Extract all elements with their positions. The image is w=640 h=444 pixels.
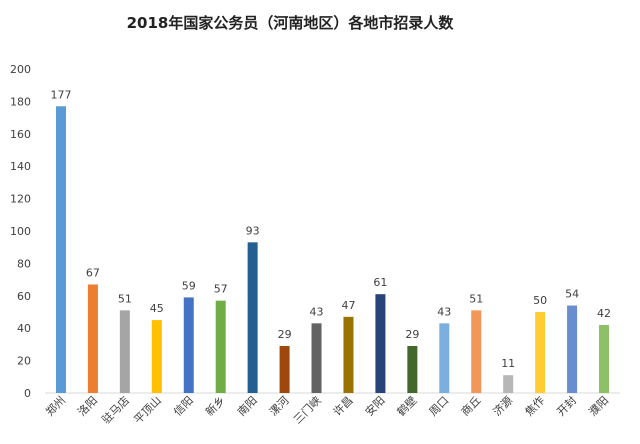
data-label: 54 xyxy=(565,288,579,301)
x-tick-label: 南阳 xyxy=(235,394,260,419)
x-tick-label: 信阳 xyxy=(171,394,196,419)
y-tick-label: 160 xyxy=(10,128,31,141)
data-label: 11 xyxy=(501,357,515,370)
x-tick-label: 平顶山 xyxy=(131,394,164,427)
data-label: 93 xyxy=(246,224,260,237)
y-tick-label: 180 xyxy=(10,95,31,108)
bar xyxy=(503,375,514,393)
bar xyxy=(471,310,482,393)
x-tick-label: 驻马店 xyxy=(99,393,132,426)
data-label: 51 xyxy=(118,292,132,305)
x-tick-label: 安阳 xyxy=(362,393,387,418)
x-tick-label: 郑州 xyxy=(43,393,68,418)
y-tick-label: 0 xyxy=(24,387,31,400)
x-tick-label: 焦作 xyxy=(523,394,548,419)
data-label: 42 xyxy=(597,307,611,320)
y-tick-label: 100 xyxy=(10,225,31,238)
x-tick-label: 周口 xyxy=(427,394,452,419)
bar xyxy=(311,323,322,393)
data-label: 43 xyxy=(310,305,324,318)
bar xyxy=(215,300,226,393)
x-tick-label: 濮阳 xyxy=(586,393,611,418)
x-tick-label: 商丘 xyxy=(458,393,483,418)
y-tick-label: 60 xyxy=(17,290,31,303)
bar xyxy=(599,324,610,393)
bar xyxy=(87,284,98,393)
data-label: 43 xyxy=(437,305,451,318)
bar xyxy=(183,297,194,393)
y-tick-label: 120 xyxy=(10,193,31,206)
bar xyxy=(439,323,450,393)
bar xyxy=(247,242,258,393)
bar xyxy=(567,305,578,393)
data-label: 67 xyxy=(86,266,100,279)
bar xyxy=(343,316,354,393)
bar xyxy=(407,346,418,393)
bar xyxy=(119,310,130,393)
data-label: 57 xyxy=(214,283,228,296)
bar xyxy=(151,320,162,393)
data-label: 47 xyxy=(341,299,355,312)
x-tick-label: 许昌 xyxy=(331,394,356,419)
bar xyxy=(279,346,290,393)
bar xyxy=(535,312,546,393)
x-tick-label: 洛阳 xyxy=(75,393,100,418)
bar xyxy=(375,294,386,393)
x-tick-label: 新乡 xyxy=(202,393,227,418)
y-tick-label: 200 xyxy=(10,63,31,76)
data-label: 29 xyxy=(405,328,419,341)
chart-title: 2018年国家公务员（河南地区）各地市招录人数 xyxy=(126,14,454,32)
y-tick-label: 140 xyxy=(10,160,31,173)
y-tick-label: 40 xyxy=(17,322,31,335)
x-tick-label: 鹤壁 xyxy=(394,393,419,418)
data-label: 50 xyxy=(533,294,547,307)
x-tick-label: 济源 xyxy=(490,393,515,418)
data-label: 29 xyxy=(278,328,292,341)
x-tick-label: 开封 xyxy=(554,393,579,418)
data-label: 177 xyxy=(50,88,71,101)
data-label: 59 xyxy=(182,279,196,292)
data-label: 61 xyxy=(373,276,387,289)
x-tick-label: 三门峡 xyxy=(290,393,323,426)
bar xyxy=(55,106,66,393)
x-tick-label: 漯河 xyxy=(267,394,292,419)
data-label: 51 xyxy=(469,292,483,305)
data-label: 45 xyxy=(150,302,164,315)
y-tick-label: 20 xyxy=(17,355,31,368)
y-tick-label: 80 xyxy=(17,257,31,270)
